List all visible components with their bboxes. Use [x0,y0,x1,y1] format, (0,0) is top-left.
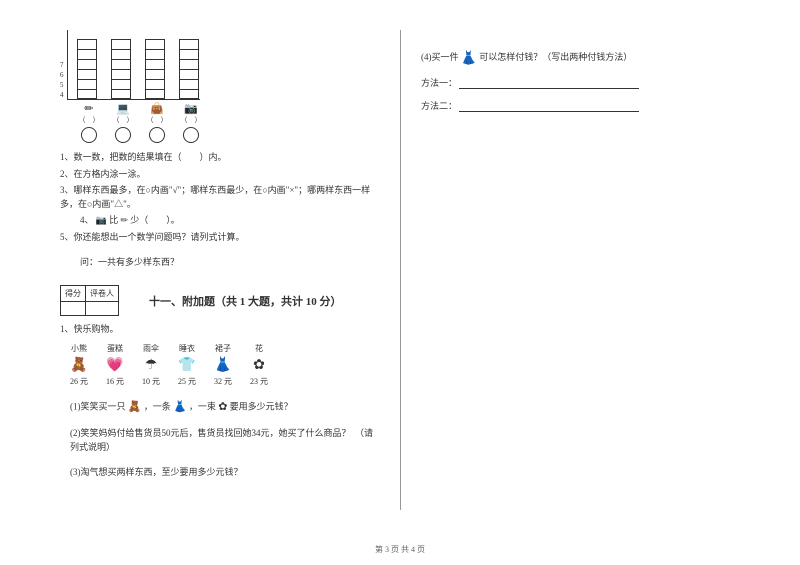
score-cell [61,301,86,315]
y-tick: 5 [60,80,64,90]
grader-cell [86,301,119,315]
shop-item: 雨伞 ☂ 10 元 [142,343,160,387]
y-axis: 4 5 6 7 [60,30,64,100]
item-name: 雨伞 [142,343,160,354]
paren-blank: （ ） [146,115,168,125]
item-name: 蛋糕 [106,343,124,354]
item-name: 小熊 [70,343,88,354]
item-price: 25 元 [178,376,196,387]
sq4-suffix: 可以怎样付钱？（写出两种付钱方法） [479,52,632,62]
camera-icon: 📷 [180,102,202,115]
answer-circle [149,127,165,143]
item-price: 10 元 [142,376,160,387]
paren-row: （ ） （ ） （ ） （ ） [60,115,380,125]
cake-icon: 💗 [106,357,124,373]
paren-blank: （ ） [112,115,134,125]
section-11-title: 十一、附加题（共 1 大题，共计 10 分） [149,285,342,316]
score-header: 得分 [61,285,86,301]
y-tick: 4 [60,90,64,100]
paren-blank: （ ） [78,115,100,125]
camera-icon: 📷 [96,215,107,225]
grader-header: 评卷人 [86,285,119,301]
shopping-items-row: 小熊 🧸 26 元 蛋糕 💗 16 元 雨伞 ☂ 10 元 睡衣 👕 25 元 … [70,343,380,387]
q4-prefix: 4、 [60,215,94,225]
answer-blank [459,102,639,112]
score-table: 得分 评卷人 [60,285,119,316]
flower-icon: ✿ [250,357,268,373]
sub-question-2: (2)笑笑妈妈付给售货员50元后，售货员找回她34元，她买了什么商品？ （请列式… [70,427,380,454]
bag-icon: 👜 [146,102,168,115]
method-1: 方法一： [421,76,720,89]
sq1-mid2: ，一束 [189,401,216,411]
page-footer: 第 3 页 共 4 页 [0,544,800,555]
flower-icon: ✿ [218,399,227,416]
method1-label: 方法一： [421,78,457,88]
question-2: 2、在方格内涂一涂。 [60,168,380,182]
answer-blank [459,79,639,89]
shop-item: 裙子 👗 32 元 [214,343,232,387]
bar-column [178,39,200,99]
pencil-icon: ✏ [78,102,100,115]
shop-item: 蛋糕 💗 16 元 [106,343,124,387]
item-price: 23 元 [250,376,268,387]
pajama-icon: 👕 [178,357,196,373]
bar-chart-area: 4 5 6 7 [60,30,380,143]
sq1-suffix: 要用多少元钱？ [230,401,293,411]
answer-circle [115,127,131,143]
sq1-prefix: (1)笑笑买一只 [70,401,126,411]
laptop-icon: 💻 [112,102,134,115]
chart-icon-row: ✏ 💻 👜 📷 [60,102,380,115]
bar-column [144,39,166,99]
left-column: 4 5 6 7 [60,30,400,510]
section-11-header: 得分 评卷人 十一、附加题（共 1 大题，共计 10 分） [60,285,380,316]
bear-icon: 🧸 [128,399,142,416]
item-price: 32 元 [214,376,232,387]
item-name: 裙子 [214,343,232,354]
shop-item: 小熊 🧸 26 元 [70,343,88,387]
item-name: 睡衣 [178,343,196,354]
question-list: 1、数一数，把数的结果填在（ ）内。 2、在方格内涂一涂。 3、哪样东西最多，在… [60,151,380,270]
umbrella-icon: ☂ [142,357,160,373]
dress-icon: 👗 [173,399,187,416]
question-5-sub: 问：一共有多少样东西？ [60,256,380,270]
method2-label: 方法二： [421,101,457,111]
sub-question-3: (3)淘气想买两样东西，至少要用多少元钱？ [70,466,380,480]
question-5: 5、你还能想出一个数学问题吗？请列式计算。 [60,231,380,245]
paren-blank: （ ） [180,115,202,125]
answer-circle [81,127,97,143]
item-price: 26 元 [70,376,88,387]
question-4: 4、 📷 比 ✏ 少（ ）。 [60,214,380,228]
shop-item: 睡衣 👕 25 元 [178,343,196,387]
sub-question-1: (1)笑笑买一只 🧸 ，一条 👗 ，一束 ✿ 要用多少元钱？ [70,399,380,416]
item-name: 花 [250,343,268,354]
bar-column [76,39,98,99]
circle-row [60,127,380,143]
bar-column [110,39,132,99]
q4-mid: 比 [109,215,118,225]
bear-icon: 🧸 [70,357,88,373]
shop-item: 花 ✿ 23 元 [250,343,268,387]
answer-circle [183,127,199,143]
sq4-prefix: (4)买一件 [421,52,459,62]
question-3: 3、哪样东西最多，在○内画"√"；哪样东西最少，在○内画"×"；哪两样东西一样多… [60,184,380,211]
y-tick: 7 [60,60,64,70]
page-container: 4 5 6 7 [0,0,800,530]
item-price: 16 元 [106,376,124,387]
bar-chart: 4 5 6 7 [60,30,380,100]
dress-icon: 👗 [214,357,232,373]
shopping-title: 1、快乐购物。 [60,322,380,335]
pencil-icon: ✏ [121,215,129,225]
q4-suffix: 少（ ）。 [130,215,180,225]
bars-container [67,30,200,100]
sq1-mid1: ，一条 [144,401,171,411]
right-column: (4)买一件 👗 可以怎样付钱？（写出两种付钱方法） 方法一： 方法二： [400,30,720,510]
question-1: 1、数一数，把数的结果填在（ ）内。 [60,151,380,165]
dress-icon: 👗 [461,50,477,65]
y-tick: 6 [60,70,64,80]
sub-question-4: (4)买一件 👗 可以怎样付钱？（写出两种付钱方法） [421,50,720,66]
method-2: 方法二： [421,99,720,112]
